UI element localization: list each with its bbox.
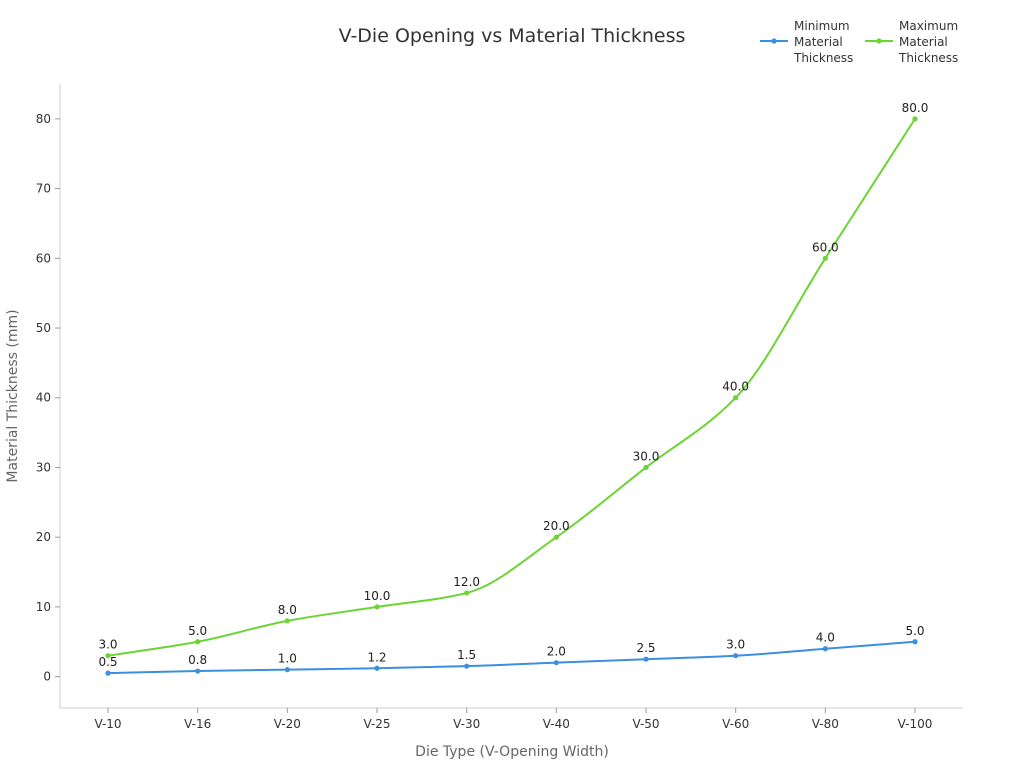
- data-point[interactable]: [284, 667, 290, 673]
- legend-label: Material: [899, 35, 948, 49]
- x-tick-label: V-30: [453, 717, 480, 731]
- legend-label: Thickness: [898, 51, 958, 65]
- x-tick-label: V-80: [812, 717, 839, 731]
- data-label: 1.5: [457, 648, 476, 662]
- x-tick-label: V-40: [543, 717, 570, 731]
- data-label: 80.0: [902, 101, 929, 115]
- y-tick-label: 40: [36, 391, 51, 405]
- data-point[interactable]: [464, 590, 470, 596]
- x-tick-label: V-25: [363, 717, 390, 731]
- data-label: 1.2: [367, 650, 386, 664]
- data-label: 4.0: [816, 631, 835, 645]
- data-point[interactable]: [105, 653, 111, 659]
- data-point[interactable]: [822, 255, 828, 261]
- series-minimum: 0.5 0.8 1.0 1.2 1.5 2.0 2.5 3.0 4.0 5.0: [98, 624, 925, 676]
- legend-point-marker: [771, 38, 777, 44]
- x-tick-label: V-50: [632, 717, 659, 731]
- y-tick-label: 30: [36, 460, 51, 474]
- legend-label: Maximum: [899, 19, 958, 33]
- y-tick-label: 50: [36, 321, 51, 335]
- data-label: 2.5: [636, 641, 655, 655]
- series-layer: 0.5 0.8 1.0 1.2 1.5 2.0 2.5 3.0 4.0 5.0 3.0 5.0 8.0 1…: [98, 101, 928, 676]
- data-label: 12.0: [453, 575, 480, 589]
- data-point[interactable]: [284, 618, 290, 624]
- data-point[interactable]: [374, 665, 380, 671]
- data-point[interactable]: [195, 668, 201, 674]
- data-point[interactable]: [374, 604, 380, 610]
- x-tick-label: V-60: [722, 717, 749, 731]
- legend[interactable]: Minimum Material Thickness Maximum Material T…: [760, 19, 958, 65]
- data-point[interactable]: [553, 534, 559, 540]
- axes: 0 10 20 30 40 50 60 70 80 V-10 V-16 V-20 V-25 V-30 V-4…: [36, 84, 963, 731]
- data-label: 20.0: [543, 519, 570, 533]
- data-point[interactable]: [105, 670, 111, 676]
- data-point[interactable]: [733, 653, 739, 659]
- data-point[interactable]: [912, 116, 918, 122]
- data-label: 10.0: [364, 589, 391, 603]
- data-label: 5.0: [188, 624, 207, 638]
- data-label: 2.0: [547, 645, 566, 659]
- data-label: 40.0: [722, 380, 749, 394]
- data-label: 60.0: [812, 240, 839, 254]
- data-point[interactable]: [464, 663, 470, 669]
- y-tick-label: 0: [43, 670, 51, 684]
- legend-item-maximum[interactable]: Maximum Material Thickness: [865, 19, 958, 65]
- x-tick-label: V-16: [184, 717, 211, 731]
- data-point[interactable]: [553, 660, 559, 666]
- data-point[interactable]: [822, 646, 828, 652]
- legend-label: Material: [794, 35, 843, 49]
- data-point[interactable]: [643, 656, 649, 662]
- data-point[interactable]: [733, 395, 739, 401]
- legend-point-marker: [876, 38, 882, 44]
- data-label: 0.8: [188, 653, 207, 667]
- data-label: 0.5: [98, 655, 117, 669]
- data-label: 8.0: [278, 603, 297, 617]
- y-tick-label: 10: [36, 600, 51, 614]
- x-tick-label: V-100: [898, 717, 933, 731]
- y-axis-label: Material Thickness (mm): [5, 309, 21, 482]
- data-label: 1.0: [278, 652, 297, 666]
- data-point[interactable]: [643, 464, 649, 471]
- data-point[interactable]: [912, 639, 918, 645]
- x-tick-label: V-20: [274, 717, 301, 731]
- x-axis-label: Die Type (V-Opening Width): [415, 744, 609, 760]
- x-tick-label: V-10: [94, 717, 121, 731]
- y-tick-label: 20: [36, 530, 51, 544]
- legend-label: Minimum: [794, 19, 850, 33]
- series-line: [107, 118, 916, 657]
- legend-label: Thickness: [793, 51, 853, 65]
- series-line: [107, 640, 916, 675]
- data-point[interactable]: [195, 639, 201, 645]
- y-tick-label: 60: [36, 251, 51, 265]
- series-maximum: 3.0 5.0 8.0 10.0 12.0 20.0 30.0 40.0 60.0 80.0: [98, 101, 929, 659]
- y-tick-label: 70: [36, 182, 51, 196]
- y-tick-label: 80: [36, 112, 51, 126]
- data-label: 3.0: [726, 638, 745, 652]
- data-label: 30.0: [633, 449, 660, 463]
- data-label: 3.0: [98, 638, 117, 652]
- data-label: 5.0: [905, 624, 924, 638]
- legend-item-minimum[interactable]: Minimum Material Thickness: [760, 19, 853, 65]
- chart-title: V-Die Opening vs Material Thickness: [339, 25, 686, 47]
